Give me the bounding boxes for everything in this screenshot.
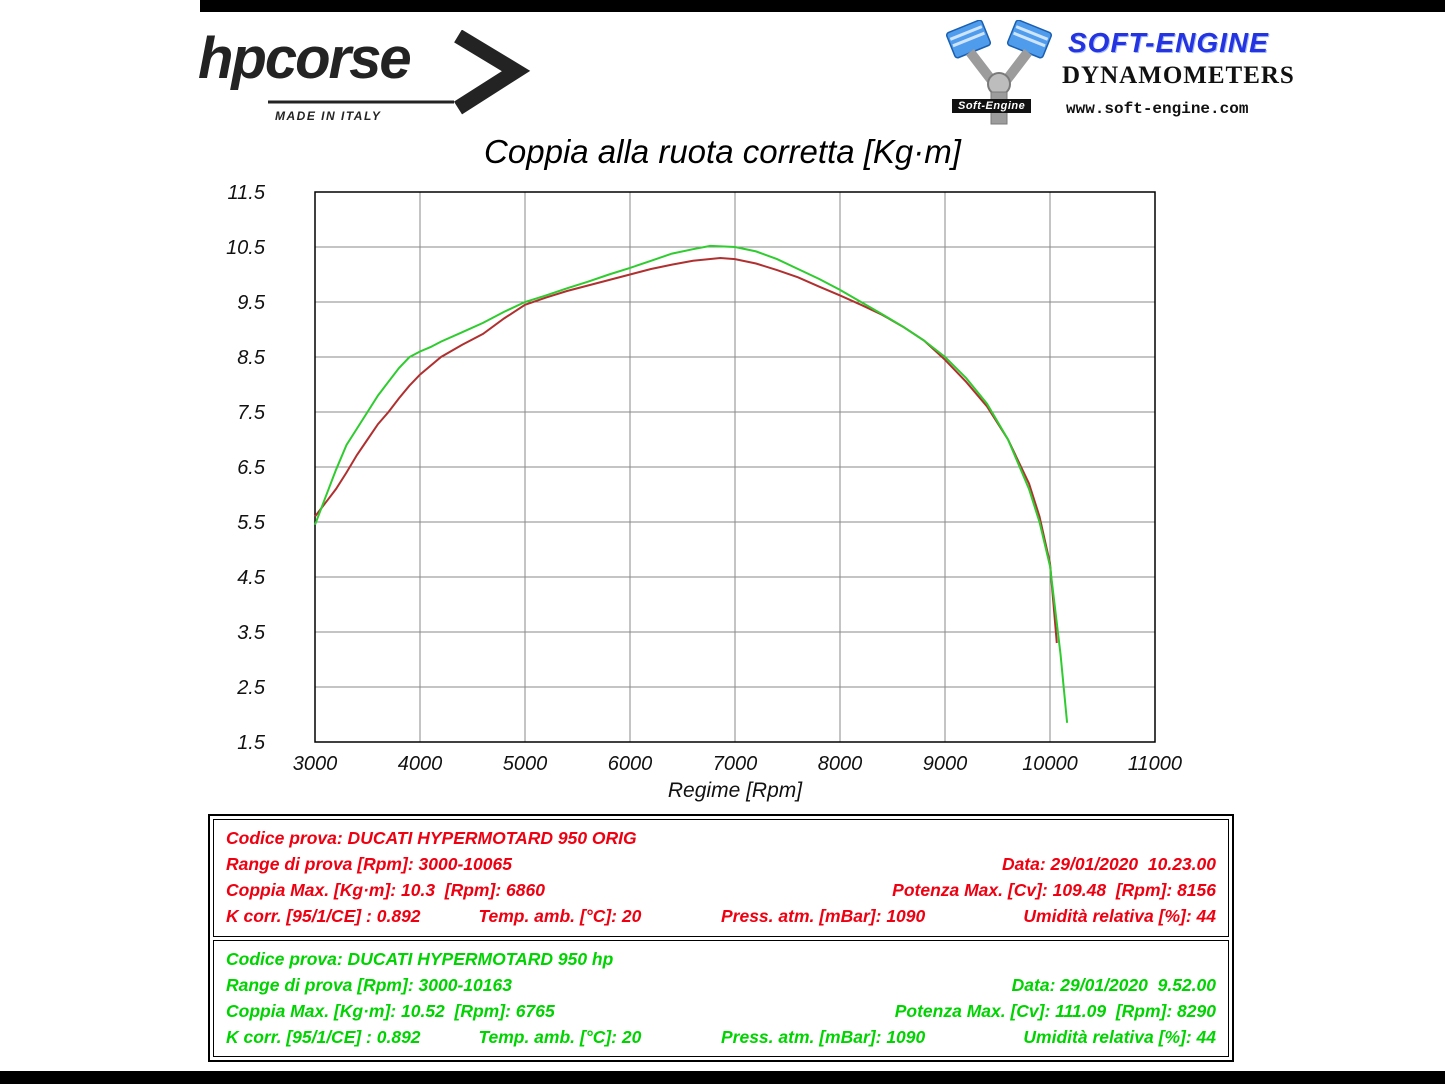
chart-title: Coppia alla ruota corretta [Kg·m]: [484, 133, 961, 170]
svg-text:8000: 8000: [818, 753, 863, 775]
hpcorse-tagline: MADE IN ITALY: [275, 109, 382, 123]
svg-text:2.5: 2.5: [236, 677, 266, 699]
svg-text:1.5: 1.5: [237, 732, 266, 754]
press-text: Press. atm. [mBar]: 1090: [720, 906, 926, 927]
svg-text:5000: 5000: [503, 753, 548, 775]
test-info-box-hp: Codice prova: DUCATI HYPERMOTARD 950 hp …: [213, 939, 1229, 1057]
svg-text:9.5: 9.5: [237, 292, 266, 314]
softengine-subtitle: DYNAMOMETERS: [1062, 62, 1295, 89]
ambient-row: K corr. [95/1/CE] : 0.892 Temp. amb. [°C…: [226, 906, 1216, 927]
svg-text:10.5: 10.5: [226, 237, 266, 259]
bottom-black-bar: [0, 1071, 1445, 1084]
temp-text: Temp. amb. [°C]: 20: [478, 906, 642, 927]
svg-text:11.5: 11.5: [228, 182, 266, 204]
test-info-box-orig: Codice prova: DUCATI HYPERMOTARD 950 ORI…: [213, 819, 1229, 937]
test-info-container: Codice prova: DUCATI HYPERMOTARD 950 ORI…: [208, 814, 1234, 1062]
top-black-bar: [200, 0, 1445, 12]
temp-text: Temp. amb. [°C]: 20: [478, 1026, 642, 1047]
range-text: Range di prova [Rpm]: 3000-10163: [226, 974, 512, 995]
svg-text:6000: 6000: [608, 753, 653, 775]
codice-prova-text: Codice prova: DUCATI HYPERMOTARD 950 ORI…: [226, 828, 637, 849]
press-text: Press. atm. [mBar]: 1090: [720, 1026, 926, 1047]
coppia-potenza-row: Coppia Max. [Kg·m]: 10.3 [Rpm]: 6860 Pot…: [226, 880, 1216, 901]
softengine-graphic-label: Soft-Engine: [952, 99, 1032, 113]
svg-text:9000: 9000: [923, 753, 968, 775]
softengine-website: www.soft-engine.com: [1066, 100, 1249, 118]
svg-text:4000: 4000: [398, 753, 443, 775]
data-text: Data: 29/01/2020 9.52.00: [1011, 974, 1216, 995]
softengine-brand: SOFT-ENGINE: [1068, 27, 1269, 58]
hpcorse-logo: hpcorse MADE IN ITALY: [198, 30, 538, 130]
svg-text:7.5: 7.5: [237, 402, 266, 424]
svg-text:7000: 7000: [713, 753, 758, 775]
codice-prova-row: Codice prova: DUCATI HYPERMOTARD 950 ORI…: [226, 828, 1216, 849]
ambient-row: K corr. [95/1/CE] : 0.892 Temp. amb. [°C…: [226, 1027, 1216, 1048]
kcorr-text: K corr. [95/1/CE] : 0.892: [226, 906, 421, 927]
coppia-potenza-row: Coppia Max. [Kg·m]: 10.52 [Rpm]: 6765 Po…: [226, 1001, 1216, 1022]
range-data-row: Range di prova [Rpm]: 3000-10065 Data: 2…: [226, 854, 1216, 875]
svg-text:8.5: 8.5: [237, 347, 266, 369]
umidita-text: Umidità relativa [%]: 44: [1023, 1026, 1216, 1047]
svg-text:3.5: 3.5: [237, 622, 266, 644]
hpcorse-arrow-icon: [268, 30, 531, 115]
range-text: Range di prova [Rpm]: 3000-10065: [226, 854, 512, 875]
coppia-max-text: Coppia Max. [Kg·m]: 10.3 [Rpm]: 6860: [226, 880, 545, 901]
svg-text:3000: 3000: [293, 753, 338, 775]
svg-text:4.5: 4.5: [237, 567, 266, 589]
kcorr-text: K corr. [95/1/CE] : 0.892: [226, 1026, 421, 1047]
potenza-max-text: Potenza Max. [Cv]: 109.48 [Rpm]: 8156: [892, 880, 1216, 901]
svg-text:10000: 10000: [1022, 753, 1078, 775]
svg-text:5.5: 5.5: [237, 512, 266, 534]
svg-text:Regime [Rpm]: Regime [Rpm]: [668, 779, 803, 802]
umidita-text: Umidità relativa [%]: 44: [1023, 906, 1216, 927]
data-text: Data: 29/01/2020 10.23.00: [1001, 854, 1216, 875]
codice-prova-text: Codice prova: DUCATI HYPERMOTARD 950 hp: [226, 948, 614, 969]
hpcorse-wordmark: hpcorse: [198, 26, 412, 91]
svg-text:6.5: 6.5: [237, 457, 266, 479]
potenza-max-text: Potenza Max. [Cv]: 111.09 [Rpm]: 8290: [894, 1000, 1216, 1021]
torque-chart: 3000 4000 5000 6000 7000 8000 9000 10000 11000 1.…: [226, 182, 1182, 802]
softengine-pistons-icon: [945, 20, 1053, 125]
coppia-max-text: Coppia Max. [Kg·m]: 10.52 [Rpm]: 6765: [226, 1000, 555, 1021]
svg-text:11000: 11000: [1128, 753, 1182, 775]
range-data-row: Range di prova [Rpm]: 3000-10163 Data: 2…: [226, 975, 1216, 996]
codice-prova-row: Codice prova: DUCATI HYPERMOTARD 950 hp: [226, 949, 1216, 970]
